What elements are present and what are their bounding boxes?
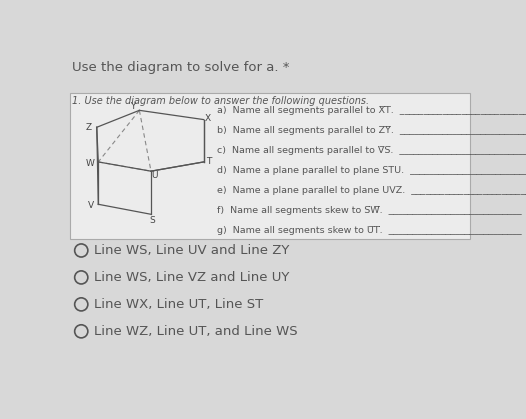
Text: V: V: [87, 201, 94, 210]
Text: Use the diagram to solve for a. *: Use the diagram to solve for a. *: [72, 61, 289, 74]
FancyBboxPatch shape: [69, 93, 470, 239]
Text: X: X: [205, 114, 210, 122]
Text: 1. Use the diagram below to answer the following questions.: 1. Use the diagram below to answer the f…: [72, 96, 369, 106]
Text: Line WX, Line UT, Line ST: Line WX, Line UT, Line ST: [94, 298, 264, 311]
Text: e)  Name a plane parallel to plane UVZ.  ____________________________: e) Name a plane parallel to plane UVZ. _…: [217, 186, 526, 195]
Text: b)  Name all segments parallel to Z̅Y̅.  ____________________________: b) Name all segments parallel to Z̅Y̅. _…: [217, 126, 526, 135]
Text: Z: Z: [86, 123, 92, 132]
Text: W: W: [86, 159, 95, 168]
Text: a)  Name all segments parallel to X̅T̅.  ____________________________: a) Name all segments parallel to X̅T̅. _…: [217, 106, 526, 115]
Text: S: S: [150, 216, 155, 225]
Text: Y: Y: [130, 102, 136, 111]
Text: c)  Name all segments parallel to V̅S̅.  ____________________________: c) Name all segments parallel to V̅S̅. _…: [217, 146, 526, 155]
Text: Line WS, Line UV and Line ZY: Line WS, Line UV and Line ZY: [94, 244, 289, 257]
Text: g)  Name all segments skew to U̅T̅.  ____________________________: g) Name all segments skew to U̅T̅. _____…: [217, 226, 521, 235]
Text: T: T: [206, 158, 211, 166]
Text: d)  Name a plane parallel to plane STU.  ____________________________: d) Name a plane parallel to plane STU. _…: [217, 166, 526, 175]
Text: Line WZ, Line UT, and Line WS: Line WZ, Line UT, and Line WS: [94, 325, 298, 338]
Text: Line WS, Line VZ and Line UY: Line WS, Line VZ and Line UY: [94, 271, 289, 284]
Text: U: U: [151, 171, 158, 179]
Text: f)  Name all segments skew to S̅W̅.  ____________________________: f) Name all segments skew to S̅W̅. _____…: [217, 206, 521, 215]
